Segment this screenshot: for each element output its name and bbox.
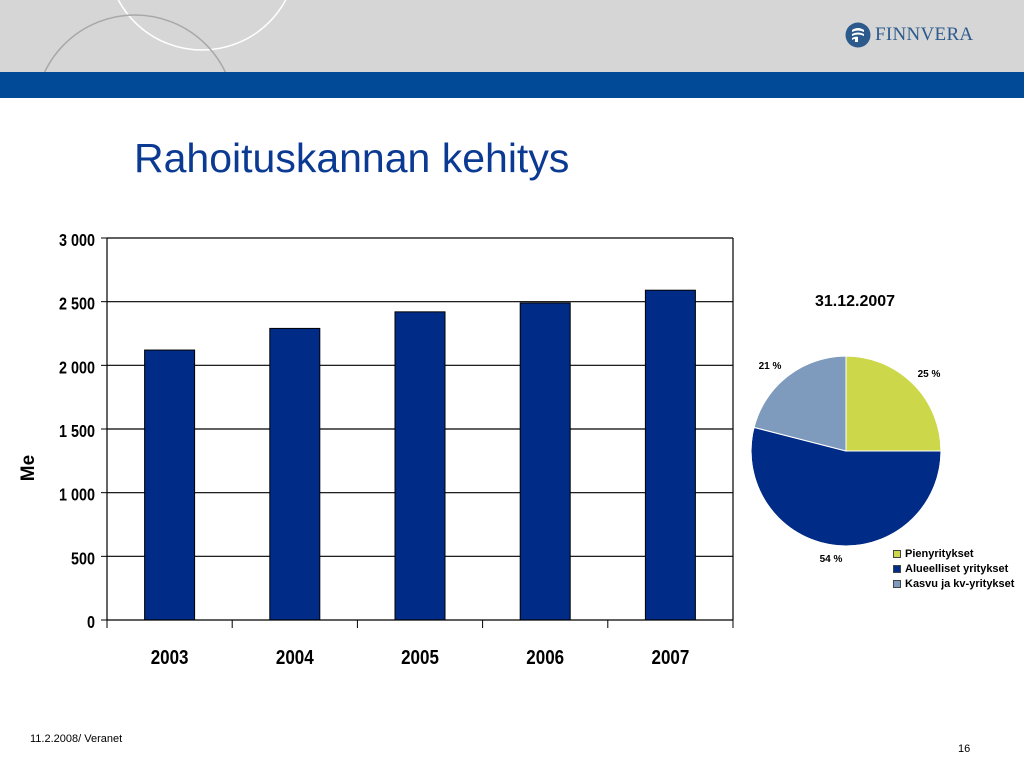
page-number: 16: [958, 743, 971, 755]
slide-title: Rahoituskannan kehitys: [134, 135, 570, 181]
pie-chart-title: 31.12.2007: [814, 293, 896, 310]
bar-2006: [519, 302, 571, 621]
legend-label: Alueelliset yritykset: [905, 562, 1009, 575]
finnvera-logo-icon: [845, 22, 871, 48]
y-tick-label: 2 000: [59, 358, 95, 378]
x-tick-label: 2005: [401, 646, 439, 669]
bar-chart-x-tick-labels: 2003 2004 2005 2006 2007: [151, 646, 690, 669]
y-tick-label: 0: [87, 613, 95, 633]
bar-2007: [644, 289, 696, 621]
header-band: [0, 72, 1024, 98]
y-tick-label: 2 500: [59, 294, 95, 314]
x-tick-label: 2004: [276, 646, 314, 669]
legend-item: Alueelliset yritykset: [893, 561, 1014, 576]
pie-value-label: 21 %: [759, 361, 782, 372]
x-tick-label: 2007: [652, 646, 690, 669]
x-tick-label: 2006: [526, 646, 564, 669]
header-arcs-decoration: [35, 0, 287, 98]
bar-chart-bars: [144, 289, 696, 621]
y-tick-label: 1 000: [59, 485, 95, 505]
legend-label: Kasvu ja kv-yritykset: [905, 577, 1015, 590]
x-tick-label: 2003: [151, 646, 189, 669]
legend-swatch-growth: [893, 579, 901, 588]
legend-label: Pienyritykset: [905, 547, 974, 560]
pie-legend: Pienyritykset Alueelliset yritykset Kasv…: [893, 546, 1014, 591]
bar-chart-y-tick-labels: 0 500 1 000 1 500 2 000 2 500 3 000: [59, 231, 95, 633]
pie-slices: [750, 355, 942, 547]
legend-swatch-regional: [893, 564, 901, 573]
bar-chart-axes: [106, 238, 734, 628]
finnvera-logo: FINNVERA: [845, 20, 973, 50]
pie-value-labels: 25 % 54 % 21 %: [759, 361, 941, 565]
bar-2005: [394, 311, 446, 621]
legend-swatch-small: [893, 549, 901, 558]
y-tick-label: 500: [71, 549, 95, 569]
footer-date-source: 11.2.2008/ Veranet: [30, 733, 123, 745]
brand-name: FINNVERA: [875, 24, 974, 45]
slide-header: FINNVERA: [0, 0, 1024, 98]
y-tick-label: 1 500: [59, 422, 95, 442]
y-tick-label: 3 000: [59, 231, 95, 251]
pie-outline: [750, 355, 942, 547]
y-axis-label: Me: [18, 455, 39, 481]
pie-value-label: 25 %: [918, 369, 941, 380]
legend-item: Pienyritykset: [893, 546, 1014, 561]
pie-value-label: 54 %: [820, 554, 843, 565]
legend-item: Kasvu ja kv-yritykset: [893, 576, 1014, 591]
